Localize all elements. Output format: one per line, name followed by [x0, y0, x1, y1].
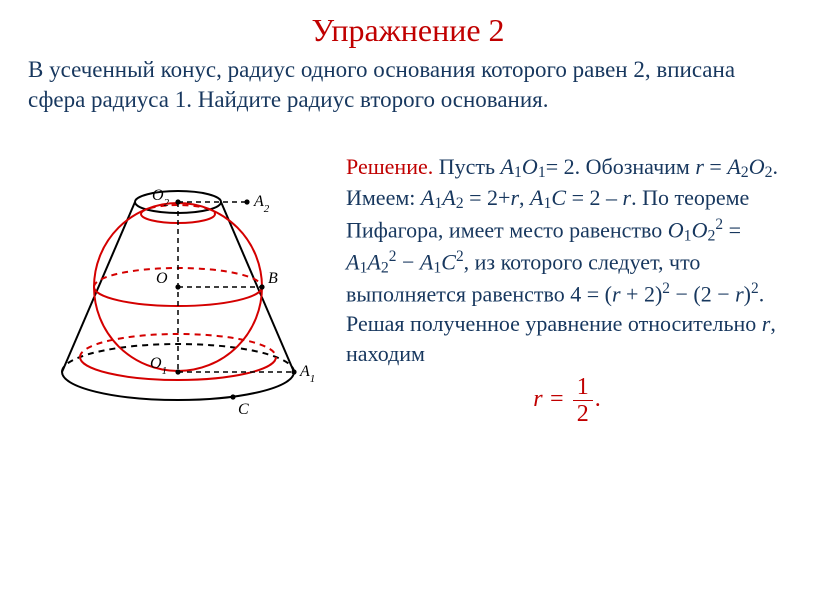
exercise-title: Упражнение 2 — [28, 12, 788, 49]
solution-text: Решение. Пусть A1O1= 2. Обозначим r = A2… — [346, 136, 788, 427]
problem-statement: В усеченный конус, радиус одного основан… — [28, 55, 788, 116]
svg-text:O: O — [156, 270, 168, 287]
solution-label: Решение. — [346, 154, 433, 179]
svg-text:O1: O1 — [150, 355, 167, 377]
svg-text:A2: A2 — [253, 193, 270, 215]
svg-text:B: B — [268, 270, 278, 287]
frustum-diagram: O2 A2 O B O1 A1 C — [28, 136, 328, 427]
answer-formula: r = 12. — [346, 375, 788, 426]
svg-text:A1: A1 — [299, 363, 315, 385]
svg-text:C: C — [238, 401, 249, 418]
